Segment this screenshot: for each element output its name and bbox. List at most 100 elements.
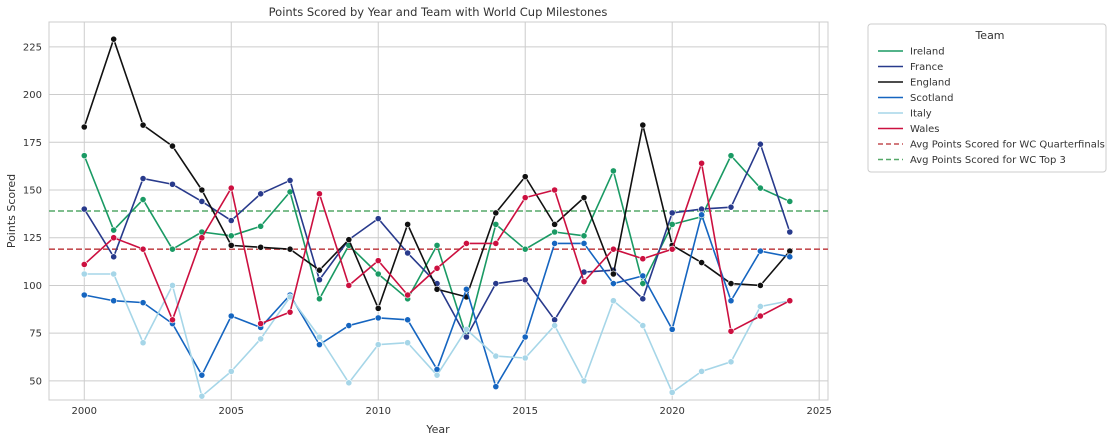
data-point <box>227 184 235 192</box>
data-point <box>551 220 559 228</box>
data-point <box>80 261 88 268</box>
legend-item-ireland: Ireland <box>878 47 945 58</box>
data-point <box>227 217 235 224</box>
data-point <box>551 322 559 329</box>
data-point <box>610 245 617 253</box>
series-france <box>80 140 794 341</box>
y-tick-label: 125 <box>23 233 42 244</box>
data-point <box>492 209 500 217</box>
data-point <box>227 312 235 320</box>
chart-title: Points Scored by Year and Team with Worl… <box>269 5 608 19</box>
data-point <box>492 352 500 360</box>
data-point <box>786 198 794 205</box>
y-tick-label: 75 <box>29 329 42 340</box>
legend-item-avg-points-scored-for-wc-quarterfinals: Avg Points Scored for WC Quarterfinals <box>878 140 1105 151</box>
data-point <box>110 297 118 305</box>
data-point <box>80 270 88 278</box>
data-point <box>727 152 735 160</box>
data-point <box>668 209 676 217</box>
data-point <box>345 282 353 289</box>
data-point <box>286 177 294 184</box>
legend: Team Ireland France England Scotland Italy Wa… <box>867 23 1107 173</box>
data-point <box>198 234 206 242</box>
data-point <box>110 35 118 43</box>
data-point <box>756 303 764 310</box>
y-tick-label: 225 <box>23 42 42 53</box>
data-point <box>110 234 118 242</box>
data-point <box>463 325 470 333</box>
y-tick-label: 50 <box>29 376 42 387</box>
data-point <box>668 245 676 253</box>
data-point <box>639 255 647 263</box>
data-point <box>698 159 705 167</box>
data-point <box>198 392 206 400</box>
data-point <box>316 341 323 349</box>
data-point <box>668 220 676 228</box>
data-point <box>463 285 470 293</box>
data-point <box>169 316 176 324</box>
legend-item-italy: Italy <box>878 109 932 120</box>
legend-item-england: England <box>878 78 951 89</box>
data-point <box>374 304 382 312</box>
legend-item-france: France <box>878 62 943 73</box>
data-point <box>580 232 588 240</box>
data-point <box>433 241 441 249</box>
data-point <box>286 245 294 253</box>
data-point <box>756 247 764 255</box>
x-tick-label: 2015 <box>512 406 537 417</box>
data-point <box>521 354 529 362</box>
legend-box <box>867 23 1107 173</box>
data-point <box>492 220 500 228</box>
y-tick-label: 100 <box>23 281 42 292</box>
y-tick-label: 175 <box>23 138 42 149</box>
data-point <box>110 253 118 261</box>
data-point <box>257 335 265 343</box>
data-point <box>698 205 705 213</box>
data-point <box>551 240 559 247</box>
data-point <box>551 186 559 194</box>
data-point <box>580 194 588 202</box>
x-tick-label: 2025 <box>806 406 831 417</box>
legend-item-scotland: Scotland <box>878 93 953 104</box>
data-point <box>404 339 412 347</box>
data-point <box>610 280 617 287</box>
data-point <box>433 285 441 293</box>
data-point <box>80 291 88 299</box>
legend-item-wales: Wales <box>878 124 940 135</box>
legend-label: Avg Points Scored for WC Top 3 <box>910 155 1066 166</box>
data-point <box>404 291 412 299</box>
data-point <box>639 121 647 129</box>
data-point <box>257 243 265 251</box>
series-lines <box>80 35 794 400</box>
data-point <box>110 270 118 278</box>
data-point <box>286 308 294 316</box>
data-point <box>139 196 147 203</box>
data-point <box>786 228 794 236</box>
data-point <box>80 152 88 160</box>
data-point <box>80 123 88 131</box>
data-point <box>786 247 794 255</box>
data-point <box>139 175 147 182</box>
tick-labels: 2000 2005 2010 2015 2020 2025 50 75 100 125 150 175… <box>23 42 832 417</box>
series-ireland <box>80 152 794 341</box>
data-point <box>727 358 735 366</box>
data-point <box>345 236 353 244</box>
data-point <box>521 276 529 284</box>
data-point <box>316 295 323 303</box>
series-wales <box>80 159 794 335</box>
data-point <box>286 293 294 301</box>
legend-label: Scotland <box>910 93 953 104</box>
data-point <box>80 205 88 213</box>
data-point <box>374 314 382 322</box>
data-point <box>257 320 265 328</box>
y-axis-label: Points Scored <box>5 174 18 248</box>
data-point <box>316 276 323 284</box>
data-point <box>580 278 588 286</box>
data-point <box>198 186 206 194</box>
x-tick-label: 2000 <box>72 406 97 417</box>
data-point <box>698 211 705 219</box>
data-point <box>169 245 176 253</box>
data-point <box>404 249 412 257</box>
data-point <box>433 371 441 379</box>
legend-label: Avg Points Scored for WC Quarterfinals <box>910 140 1105 151</box>
